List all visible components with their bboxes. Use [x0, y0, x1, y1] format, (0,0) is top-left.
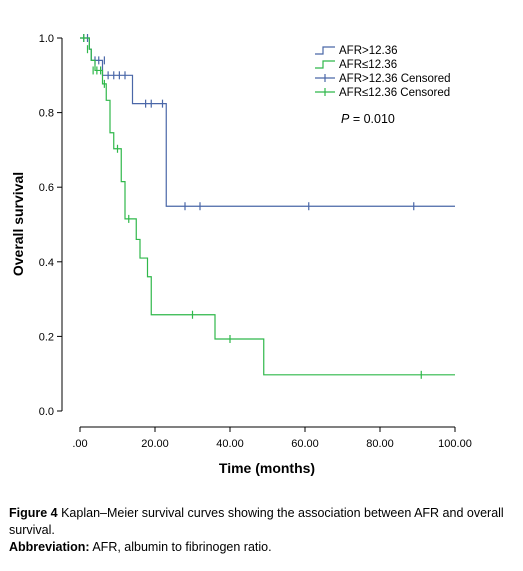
- legend-step-icon: [315, 60, 335, 69]
- y-tick-label: 0.8: [39, 108, 54, 120]
- caption-abbreviation-line: Abbreviation: AFR, albumin to fibrinogen…: [9, 539, 514, 556]
- y-tick-label: 1.0: [39, 33, 54, 45]
- figure-caption: Figure 4 Kaplan–Meier survival curves sh…: [9, 505, 514, 556]
- survival-step-line: [80, 37, 455, 207]
- curve-afr-high: [80, 34, 455, 211]
- survival-step-line: [80, 37, 455, 376]
- x-axis-label: Time (months): [219, 460, 315, 476]
- legend-entry: AFR>12.36: [339, 45, 398, 57]
- x-tick-label: 60.00: [291, 438, 319, 450]
- y-tick-label: 0.2: [39, 331, 54, 343]
- x-tick-label: 40.00: [216, 438, 244, 450]
- y-tick-label: 0.4: [39, 257, 54, 269]
- legend-entry: AFR≤12.36 Censored: [339, 87, 450, 99]
- survival-curves: [80, 34, 455, 379]
- y-tick-label: 0.6: [39, 182, 54, 194]
- legend-step-icon: [315, 46, 335, 55]
- x-tick-label: 80.00: [366, 438, 394, 450]
- p-value-annotation: P = 0.010: [341, 112, 395, 126]
- abbreviation-text: AFR, albumin to fibrinogen ratio.: [89, 540, 272, 554]
- caption-figure-line: Figure 4 Kaplan–Meier survival curves sh…: [9, 505, 514, 539]
- legend-entry: AFR≤12.36: [339, 59, 397, 71]
- figure-description: Kaplan–Meier survival curves showing the…: [9, 506, 504, 537]
- abbreviation-label: Abbreviation:: [9, 540, 90, 554]
- y-axis-label: Overall survival: [10, 172, 26, 276]
- p-value: = 0.010: [349, 112, 395, 126]
- curve-afr-low: [80, 34, 455, 379]
- x-tick-label: 20.00: [141, 438, 169, 450]
- p-symbol: P: [341, 112, 350, 126]
- x-tick-label: .00: [72, 438, 87, 450]
- axes: .00 20.00 40.00 60.00 80.00 100.00 0.0 0.2 0.4 0.…: [39, 33, 472, 450]
- legend-entry: AFR>12.36 Censored: [339, 73, 451, 85]
- y-tick-label: 0.0: [39, 406, 54, 418]
- legend: AFR>12.36 AFR≤12.36 AFR>12.36 Censored AFR≤…: [315, 45, 451, 99]
- kaplan-meier-chart: .00 20.00 40.00 60.00 80.00 100.00 0.0 0.2 0.4 0.…: [10, 33, 472, 476]
- figure-label: Figure 4: [9, 506, 58, 520]
- chart-area: .00 20.00 40.00 60.00 80.00 100.00 0.0 0.2 0.4 0.…: [10, 33, 472, 476]
- x-tick-label: 100.00: [438, 438, 472, 450]
